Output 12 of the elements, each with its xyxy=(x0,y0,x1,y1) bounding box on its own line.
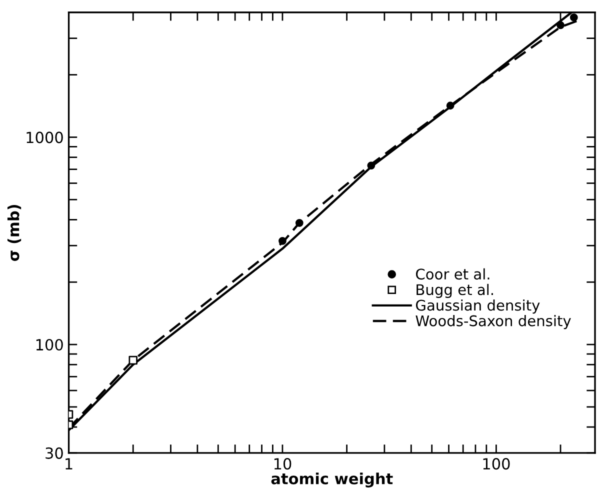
legend-label: Gaussian density xyxy=(416,299,540,314)
x-tick-label: 1 xyxy=(66,458,72,470)
x-tick-label: 100 xyxy=(483,458,510,470)
y-tick-label: 30 xyxy=(46,447,63,459)
y-tick-label: 1000 xyxy=(26,132,63,144)
y-tick-label: 100 xyxy=(36,338,63,351)
legend-label: Woods-Saxon density xyxy=(416,315,571,330)
x-axis-title: atomic weight xyxy=(271,472,393,488)
legend-label: Bugg et al. xyxy=(416,284,493,298)
y-axis-title: σ (mb) xyxy=(7,204,22,262)
x-tick-label: 10 xyxy=(274,458,292,470)
legend-label: Coor et al. xyxy=(416,268,490,280)
